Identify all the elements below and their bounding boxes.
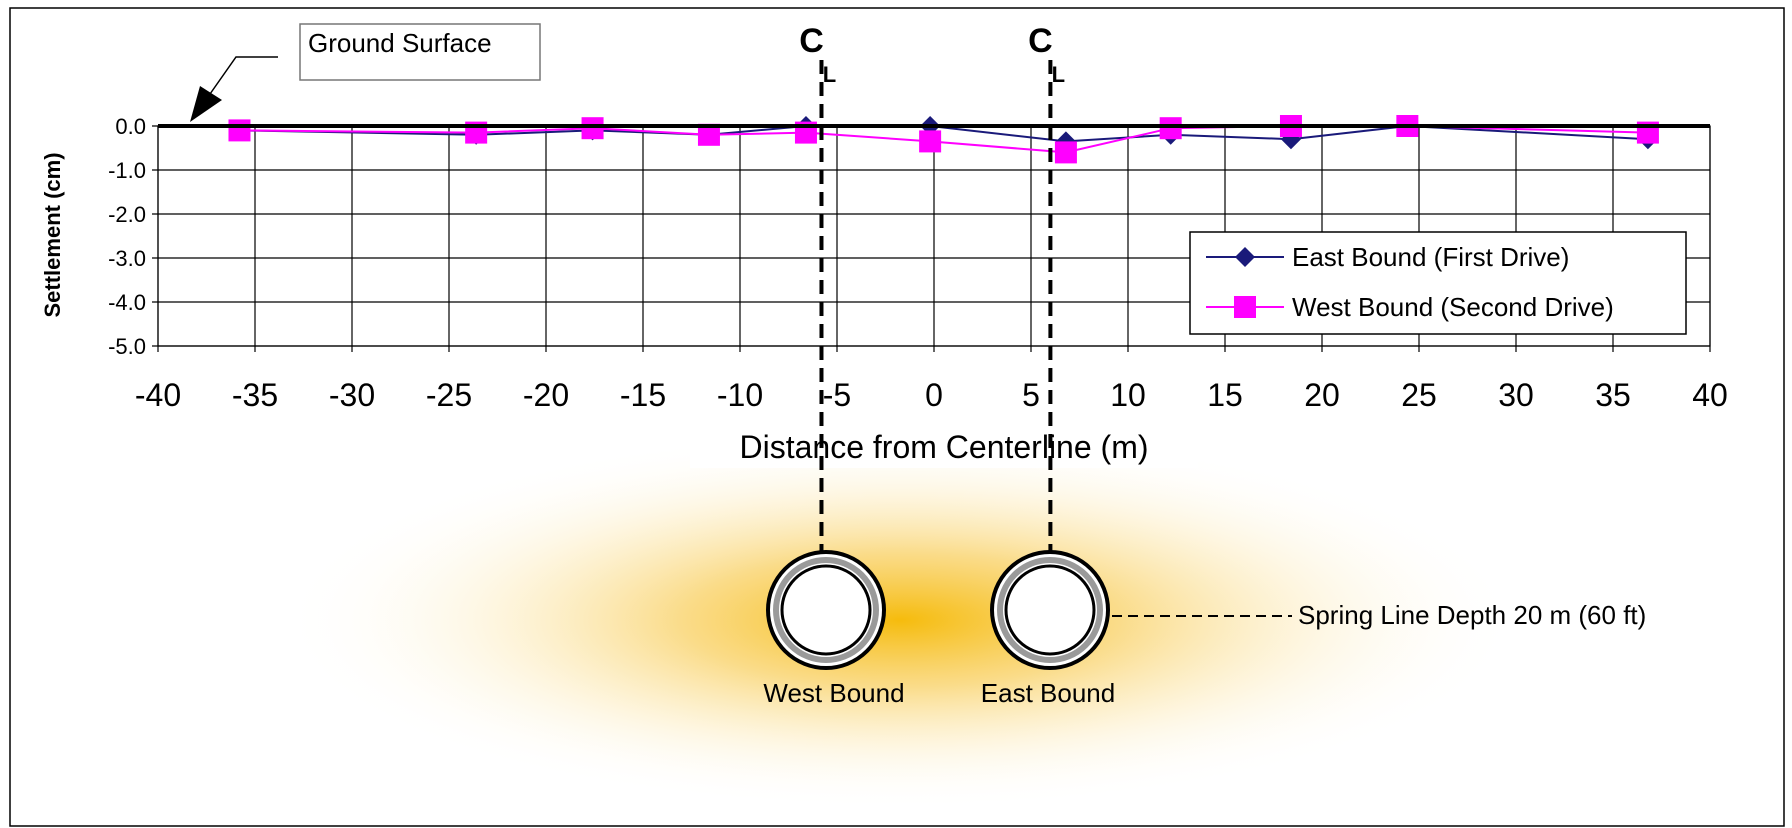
spring-line-label: Spring Line Depth 20 m (60 ft): [1298, 600, 1646, 630]
y-tick-label: 0.0: [115, 114, 146, 139]
figure-frame: [9, 7, 1785, 827]
y-axis-label: Settlement (cm): [40, 152, 65, 317]
west-data-point: [228, 119, 251, 142]
series-line-1: [239, 125, 1648, 154]
west-data-point: [581, 117, 604, 140]
y-tick-label: -3.0: [108, 246, 146, 271]
x-tick-label: -40: [135, 377, 181, 413]
centerline-subscript: L: [823, 62, 836, 87]
west-data-point: [1159, 117, 1182, 140]
west-data-point: [1054, 141, 1077, 164]
y-tick-label: -5.0: [108, 334, 146, 359]
tunnel-west-lining: [773, 557, 879, 663]
tunnel-east-label: East Bound: [981, 678, 1115, 708]
series-markers: [228, 115, 1659, 164]
west-data-point: [919, 130, 942, 153]
x-tick-label: 10: [1110, 377, 1146, 413]
x-tick-label: -10: [717, 377, 763, 413]
y-tick-label: -2.0: [108, 202, 146, 227]
x-tick-label: 35: [1595, 377, 1631, 413]
x-tick-label: 0: [925, 377, 943, 413]
tunnel-east-lining: [997, 557, 1103, 663]
tunnel-west-label: West Bound: [763, 678, 904, 708]
series-line-0: [239, 124, 1648, 143]
legend-box: [1189, 231, 1687, 335]
tunnel-west: West Bound: [763, 550, 905, 708]
tunnel-west-inner-ring: [780, 564, 872, 656]
x-tick-label: 15: [1207, 377, 1243, 413]
ground-surface-label: Ground Surface: [308, 28, 492, 58]
soil-glow: [280, 430, 1520, 810]
ground-surface-leader: [209, 56, 278, 95]
centerline-symbol: C: [799, 22, 824, 60]
legend-east-marker: [1235, 247, 1255, 267]
legend-west-marker: [1234, 296, 1256, 318]
series-lines: [239, 124, 1648, 154]
x-axis-label: Distance from Centerline (m): [740, 429, 1149, 465]
xlabel-background: [690, 424, 1198, 468]
tunnel-east-inner-ring: [1004, 564, 1096, 656]
centerline-subscript: L: [1052, 62, 1065, 87]
x-tick-label: -15: [620, 377, 666, 413]
ground-surface-box: [299, 23, 541, 81]
centerline-symbol: C: [1028, 22, 1053, 60]
x-tick-label: 20: [1304, 377, 1340, 413]
x-tick-label: -25: [426, 377, 472, 413]
legend-east-label: East Bound (First Drive): [1292, 242, 1569, 272]
x-tick-label: 40: [1692, 377, 1728, 413]
legend-west-label: West Bound (Second Drive): [1292, 292, 1614, 322]
x-tick-label: -30: [329, 377, 375, 413]
x-tick-label: -20: [523, 377, 569, 413]
x-tick-label: -35: [232, 377, 278, 413]
x-tick-label: 5: [1022, 377, 1040, 413]
ground-surface-arrowhead: [190, 86, 222, 122]
x-tick-label: -5: [823, 377, 851, 413]
y-tick-labels: 0.0 -1.0 -2.0 -3.0 -4.0 -5.0: [108, 114, 146, 359]
west-data-point: [697, 123, 720, 146]
x-tick-labels: -40 -35 -30 -25 -20 -15 -10 -5 0 5 10 15 20 25 30 35 40: [135, 377, 1728, 413]
x-tick-label: 30: [1498, 377, 1534, 413]
legend: East Bound (First Drive) West Bound (Sec…: [1189, 231, 1687, 335]
y-tick-label: -4.0: [108, 290, 146, 315]
y-tick-label: -1.0: [108, 158, 146, 183]
x-tick-label: 25: [1401, 377, 1437, 413]
tunnel-east: East Bound: [981, 550, 1115, 708]
